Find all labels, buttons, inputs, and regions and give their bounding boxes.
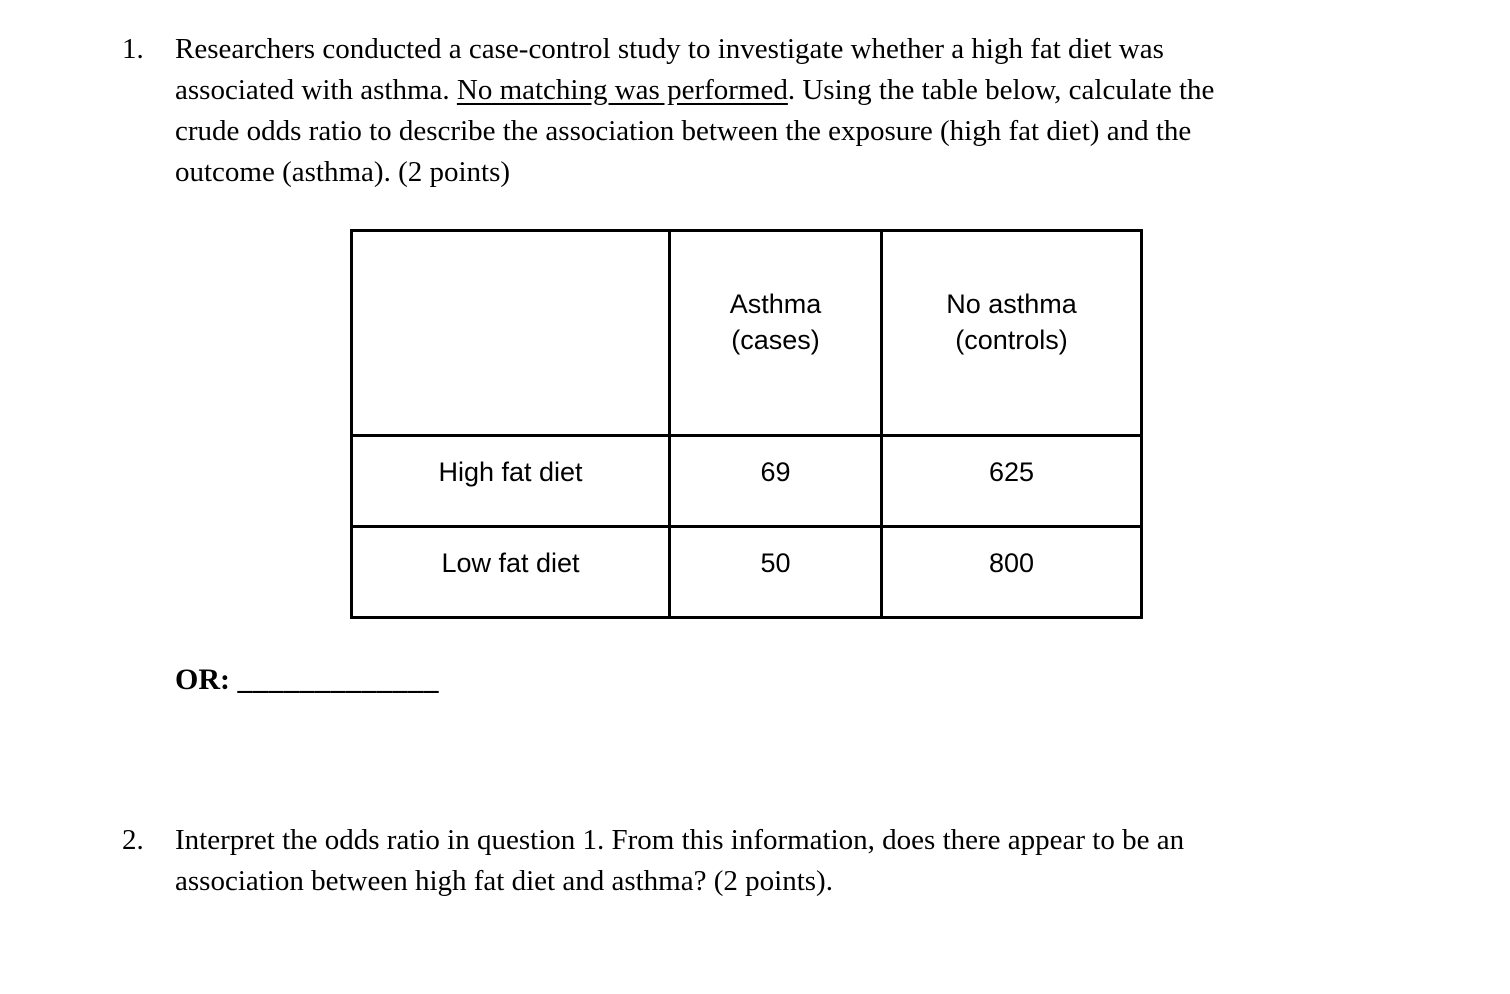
- table-row-high-fat: High fat diet 69 625: [350, 434, 1143, 528]
- question-1-line-3: crude odds ratio to describe the associa…: [175, 115, 1192, 147]
- header-cases-line-1: Asthma: [729, 289, 822, 319]
- answer-label: OR:: [175, 663, 230, 696]
- header-cases-line-2: (cases): [731, 325, 820, 355]
- question-2-number: 2.: [122, 824, 144, 856]
- question-1-line-4: outcome (asthma). (2 points): [175, 156, 511, 188]
- row-label-high-fat: High fat diet: [350, 434, 671, 528]
- question-2-line-2: association between high fat diet and as…: [175, 865, 833, 897]
- contingency-table: Asthma (cases) No asthma (controls) High…: [350, 229, 1143, 619]
- answer-blank: _____________: [237, 663, 439, 696]
- question-1-line-2: associated with asthma. No matching was …: [175, 70, 1214, 111]
- cell-high-fat-controls: 625: [880, 434, 1143, 528]
- answer-line: OR: _____________: [175, 659, 439, 701]
- question-1-line-2-post: . Using the table below, calculate the: [787, 74, 1215, 106]
- header-controls-cell: No asthma (controls): [880, 229, 1143, 437]
- question-1-text: Researchers conducted a case-control stu…: [175, 29, 1214, 193]
- question-2-line-1: Interpret the odds ratio in question 1. …: [175, 824, 1185, 856]
- question-1: 1. Researchers conducted a case-control …: [122, 29, 1214, 193]
- cell-low-fat-cases: 50: [668, 525, 883, 619]
- question-2-text: Interpret the odds ratio in question 1. …: [175, 820, 1184, 902]
- question-1-line-2-pre: associated with asthma.: [175, 74, 457, 106]
- header-cases-cell: Asthma (cases): [668, 229, 883, 437]
- header-empty-cell: [350, 229, 671, 437]
- question-2: 2. Interpret the odds ratio in question …: [122, 820, 1184, 902]
- cell-high-fat-cases: 69: [668, 434, 883, 528]
- table-header-row: Asthma (cases) No asthma (controls): [350, 229, 1143, 437]
- row-label-low-fat: Low fat diet: [350, 525, 671, 619]
- header-controls-line-2: (controls): [955, 325, 1068, 355]
- header-controls-line-1: No asthma: [946, 289, 1077, 319]
- cell-low-fat-controls: 800: [880, 525, 1143, 619]
- question-1-number: 1.: [122, 33, 144, 65]
- question-1-line-1: Researchers conducted a case-control stu…: [175, 33, 1164, 65]
- table-row-low-fat: Low fat diet 50 800: [350, 525, 1143, 619]
- underlined-phrase: No matching was performed: [456, 74, 788, 106]
